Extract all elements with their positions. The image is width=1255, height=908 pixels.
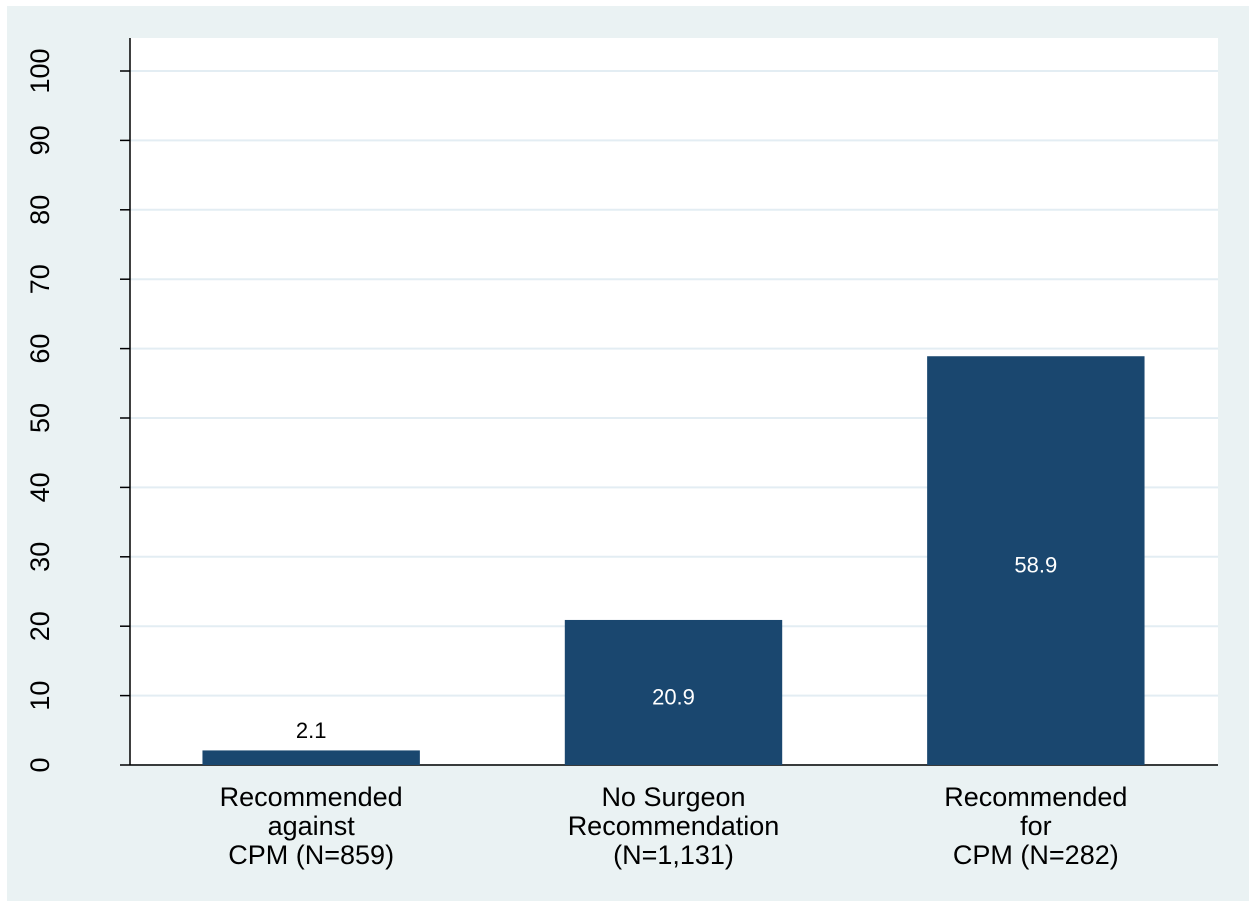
y-tick-label: 40 bbox=[25, 472, 55, 502]
y-tick-label: 20 bbox=[25, 611, 55, 641]
x-tick-label: (N=1,131) bbox=[613, 840, 734, 870]
y-tick-label: 0 bbox=[25, 757, 55, 772]
y-tick-label: 90 bbox=[25, 125, 55, 155]
x-tick-label: CPM (N=859) bbox=[228, 840, 394, 870]
x-tick-label: Recommended bbox=[944, 782, 1127, 812]
x-tick-label: for bbox=[1020, 811, 1052, 841]
value-label: 58.9 bbox=[1014, 552, 1057, 577]
value-label: 20.9 bbox=[652, 684, 695, 709]
y-tick-label: 70 bbox=[25, 264, 55, 294]
y-tick-label: 10 bbox=[25, 681, 55, 711]
x-tick-label: Recommendation bbox=[568, 811, 780, 841]
x-tick-label: CPM (N=282) bbox=[953, 840, 1119, 870]
x-tick-label: Recommended bbox=[220, 782, 403, 812]
y-tick-label: 80 bbox=[25, 195, 55, 225]
value-label: 2.1 bbox=[296, 718, 327, 743]
y-tick-label: 50 bbox=[25, 403, 55, 433]
y-tick-label: 100 bbox=[25, 48, 55, 93]
bar bbox=[202, 750, 420, 765]
bar bbox=[564, 619, 783, 765]
x-tick-label: No Surgeon bbox=[601, 782, 745, 812]
y-tick-label: 60 bbox=[25, 334, 55, 364]
x-tick-label: against bbox=[268, 811, 356, 841]
y-tick-label: 30 bbox=[25, 542, 55, 572]
bar bbox=[927, 356, 1145, 765]
